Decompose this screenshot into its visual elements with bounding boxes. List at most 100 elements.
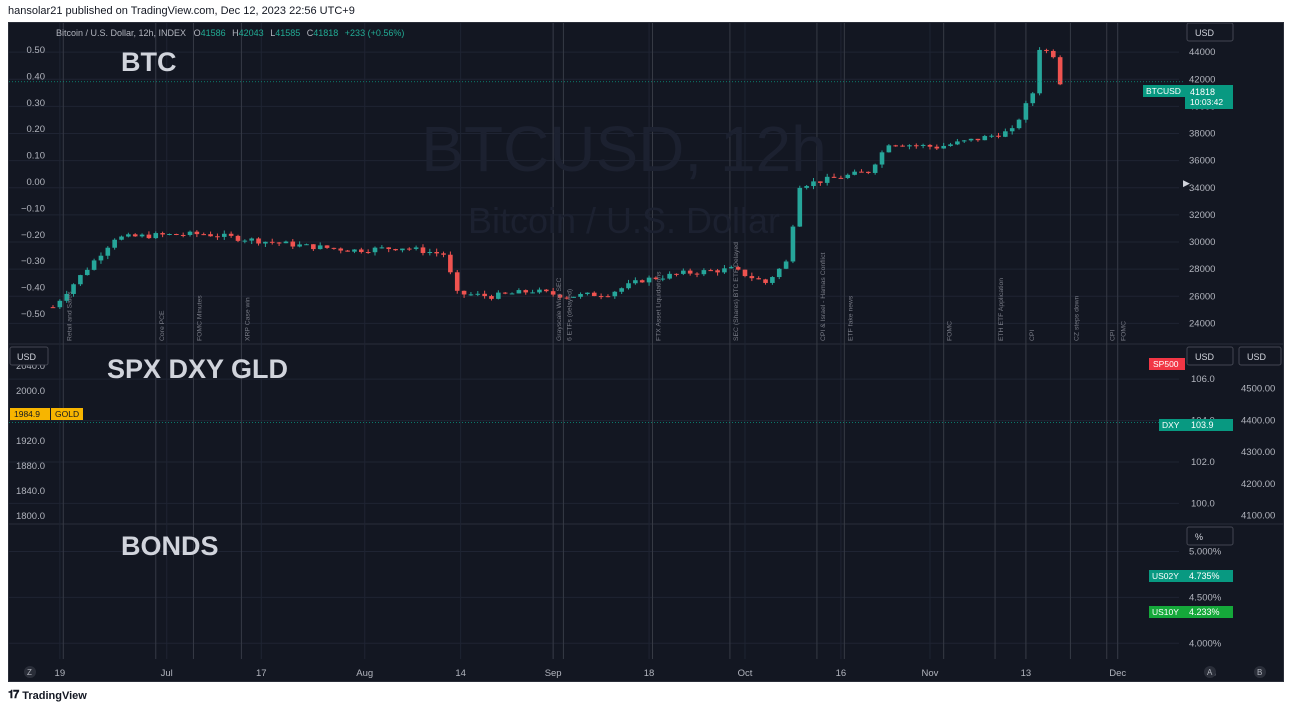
event-annotation: CPI & Israel - Hamas Conflict bbox=[820, 253, 827, 341]
zoom-button[interactable]: Z bbox=[24, 666, 36, 678]
btc-candle-body bbox=[448, 254, 453, 273]
btc-candle-body bbox=[585, 292, 590, 295]
axis-labels: 24000 26000 28000 30000 32000 34000 36000 38000… bbox=[16, 45, 1275, 679]
btc-left-tick: −0.20 bbox=[21, 230, 45, 241]
btc-candle-body bbox=[174, 234, 179, 236]
x-axis-tick: Oct bbox=[738, 668, 753, 679]
btc-candle-body bbox=[694, 273, 700, 275]
btc-candle-body bbox=[324, 245, 330, 248]
gold-axis-tick: 1840.0 bbox=[16, 486, 45, 497]
btc-candle-body bbox=[1016, 119, 1022, 129]
bonds-unit-box[interactable]: % bbox=[1186, 526, 1234, 546]
mid-left-unit-label: USD bbox=[17, 352, 37, 362]
btc-unit-box[interactable]: USD bbox=[1186, 22, 1234, 42]
btc-candle-body bbox=[989, 135, 994, 137]
event-annotation: ETF fake news bbox=[847, 295, 854, 341]
mid-left-unit-box[interactable]: USD bbox=[9, 346, 49, 366]
btc-candle-body bbox=[64, 293, 70, 301]
gold-axis-tick: 1800.0 bbox=[16, 511, 45, 522]
btc-candle-body bbox=[557, 294, 563, 298]
btc-right-tick: 38000 bbox=[1189, 129, 1215, 140]
btc-candle-body bbox=[208, 234, 213, 237]
btc-candle-body bbox=[1057, 57, 1063, 85]
btc-candle-body bbox=[119, 236, 124, 240]
btc-candle-body bbox=[139, 234, 145, 237]
btc-candle-body bbox=[941, 145, 946, 149]
dxy-axis-tick: 102.0 bbox=[1191, 457, 1215, 468]
btc-title: BTC bbox=[121, 47, 177, 77]
us10y-tag: US10Y 4.233% bbox=[1149, 606, 1233, 618]
btc-candle-body bbox=[502, 292, 508, 294]
btc-candle-body bbox=[763, 279, 768, 283]
bond-axis-tick: 5.000% bbox=[1189, 547, 1222, 558]
btc-candle-body bbox=[235, 235, 241, 241]
x-axis-tick: 13 bbox=[1021, 668, 1032, 679]
btc-tag-symbol: BTCUSD bbox=[1146, 86, 1181, 96]
btc-left-tick: 0.00 bbox=[27, 177, 46, 188]
btc-tag-countdown: 10:03:42 bbox=[1190, 97, 1223, 107]
scroll-right-chevron-icon[interactable]: ▶ bbox=[1183, 178, 1190, 188]
event-annotations: Retail and Sales Core PCE FOMC Minutes XRP … bbox=[66, 242, 1127, 341]
btc-candle-body bbox=[776, 268, 782, 278]
scale-settings-button[interactable]: B bbox=[1254, 666, 1266, 678]
btc-candle-body bbox=[660, 278, 666, 280]
btc-candle-body bbox=[57, 300, 63, 308]
event-annotation: Grayscale Wins SEC bbox=[556, 277, 563, 341]
btc-price-tag: BTCUSD 41818 10:03:42 bbox=[1143, 85, 1233, 109]
tradingview-logo[interactable]: 𝟏𝟕 TradingView bbox=[8, 689, 87, 702]
btc-candle-body bbox=[701, 270, 707, 275]
btc-candle-body bbox=[948, 144, 953, 146]
btc-candle-body bbox=[489, 296, 494, 299]
btc-right-tick: 42000 bbox=[1189, 74, 1215, 85]
btc-candle-body bbox=[872, 164, 878, 173]
btc-candle-body bbox=[811, 181, 816, 187]
btc-candle-body bbox=[379, 247, 385, 249]
btc-candle-body bbox=[352, 249, 357, 252]
auto-scale-button[interactable]: A bbox=[1204, 666, 1216, 678]
symbol-info: Bitcoin / U.S. Dollar, 12h, INDEX O41586… bbox=[56, 28, 404, 38]
mid-right-unit-box-2[interactable]: USD bbox=[1238, 346, 1282, 366]
btc-candle-body bbox=[441, 253, 446, 255]
btc-candle-body bbox=[461, 290, 467, 295]
btc-candle-body bbox=[283, 241, 289, 244]
x-axis-tick: 19 bbox=[55, 668, 66, 679]
btc-candle-body bbox=[831, 176, 837, 178]
event-annotation: SEC (Shares) BTC ETF Delayed bbox=[733, 242, 740, 341]
btc-candle-body bbox=[824, 176, 830, 183]
btc-candle-body bbox=[297, 244, 302, 247]
mid-right-unit-box-1[interactable]: USD bbox=[1186, 346, 1234, 366]
btc-candle-body bbox=[818, 181, 823, 183]
btc-left-tick: 0.10 bbox=[27, 151, 46, 162]
btc-left-tick: −0.50 bbox=[21, 309, 45, 320]
btc-candle-body bbox=[263, 241, 268, 244]
btc-candle-body bbox=[633, 280, 638, 284]
event-annotation: FTX Asset Liquidations bbox=[655, 271, 662, 341]
bonds-unit-label: % bbox=[1195, 532, 1203, 542]
event-annotation: CPI bbox=[1029, 330, 1036, 341]
btc-candle-body bbox=[742, 269, 748, 277]
gold-axis-tick: 2000.0 bbox=[16, 386, 45, 397]
btc-candle-body bbox=[311, 244, 316, 250]
chart-canvas[interactable]: BTCUSD, 12h Bitcoin / U.S. Dollar Retail… bbox=[9, 23, 1283, 681]
spx-axis-tick: 4100.00 bbox=[1241, 511, 1275, 522]
btc-candle-body bbox=[413, 247, 419, 249]
btc-candle-body bbox=[537, 289, 542, 293]
event-annotation: XRP Case win bbox=[244, 297, 251, 341]
btc-candle-body bbox=[804, 186, 809, 188]
btc-candle-body bbox=[783, 261, 789, 269]
btc-candle-body bbox=[530, 292, 535, 294]
btc-candle-body bbox=[249, 238, 254, 241]
btc-candle-body bbox=[317, 245, 323, 250]
btc-candle-body bbox=[84, 269, 90, 276]
btc-candle-body bbox=[571, 296, 577, 298]
btc-left-tick: 0.50 bbox=[27, 45, 46, 56]
btc-right-tick: 30000 bbox=[1189, 237, 1215, 248]
mid-right-unit-label-2: USD bbox=[1247, 352, 1267, 362]
btc-candle-body bbox=[1030, 93, 1036, 104]
grid-layer bbox=[9, 23, 1179, 659]
btc-candle-body bbox=[304, 244, 309, 246]
btc-candle-body bbox=[126, 234, 131, 237]
bonds-title: BONDS bbox=[121, 531, 219, 561]
btc-candle-body bbox=[708, 270, 714, 272]
symbol-name: Bitcoin / U.S. Dollar, 12h, INDEX bbox=[56, 28, 186, 38]
